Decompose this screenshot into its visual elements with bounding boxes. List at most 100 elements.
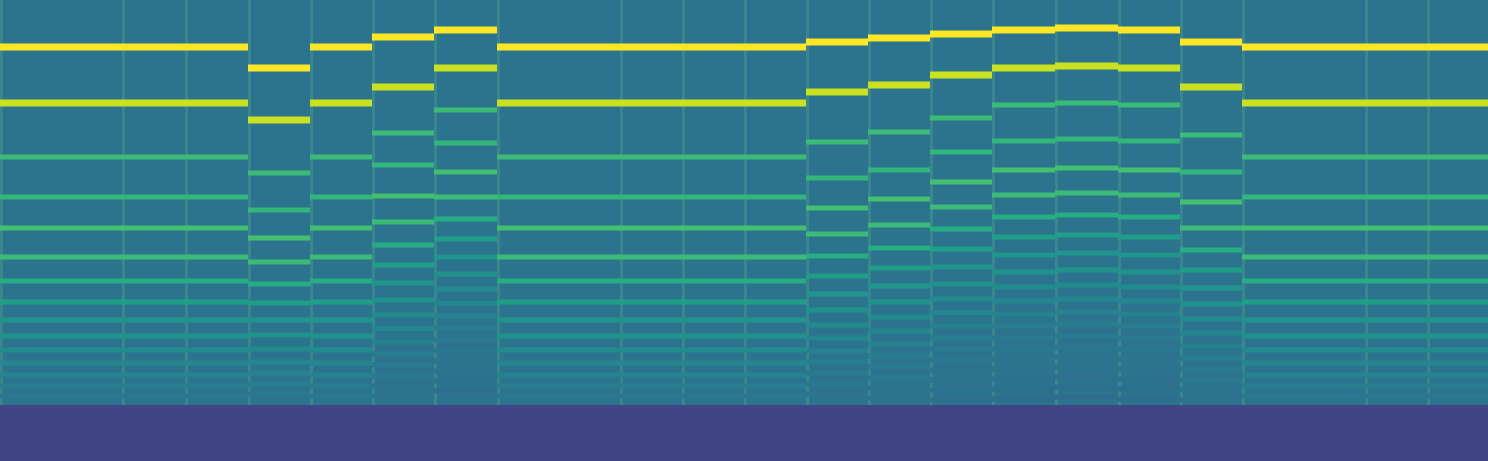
harmonic: [372, 281, 434, 286]
harmonic: [434, 379, 497, 384]
harmonic: [0, 361, 122, 366]
harmonic: [1118, 336, 1180, 341]
harmonic: [1055, 166, 1118, 171]
harmonic: [310, 318, 372, 323]
harmonic: [372, 220, 434, 225]
harmonic: [682, 394, 744, 399]
harmonic: [310, 300, 372, 305]
harmonic: [1180, 268, 1242, 273]
harmonic: [806, 254, 868, 259]
harmonic: [682, 100, 744, 107]
harmonic: [744, 361, 806, 366]
harmonic: [248, 371, 310, 376]
harmonic: [0, 100, 122, 107]
harmonic: [806, 176, 868, 181]
harmonic: [122, 195, 185, 200]
plot-area: [0, 0, 1488, 461]
harmonic: [992, 336, 1055, 341]
harmonic: [868, 82, 930, 89]
note: [868, 0, 930, 405]
note: [1242, 0, 1365, 405]
harmonic: [185, 361, 248, 366]
harmonic: [248, 360, 310, 365]
harmonic: [122, 300, 185, 305]
harmonic: [930, 311, 992, 316]
harmonic: [497, 373, 620, 378]
harmonic: [1055, 137, 1118, 142]
harmonic: [992, 367, 1055, 372]
harmonic: [122, 255, 185, 260]
harmonic: [1118, 312, 1180, 317]
harmonic: [1365, 384, 1427, 389]
harmonic: [497, 155, 620, 160]
harmonic: [1055, 395, 1118, 400]
harmonic: [122, 100, 185, 107]
harmonic: [930, 205, 992, 210]
harmonic: [868, 329, 930, 334]
noise-floor: [0, 0, 1488, 405]
harmonic: [0, 394, 122, 399]
harmonic: [1118, 253, 1180, 258]
harmonic: [682, 334, 744, 339]
harmonic: [1180, 84, 1242, 91]
harmonic: [497, 44, 620, 51]
harmonic: [1055, 385, 1118, 390]
harmonic: [1242, 195, 1365, 200]
harmonic: [1055, 334, 1118, 339]
harmonic: [1242, 384, 1365, 389]
harmonic: [434, 338, 497, 343]
harmonic: [497, 300, 620, 305]
note: [122, 0, 185, 405]
harmonic: [0, 44, 122, 51]
harmonic: [1365, 255, 1427, 260]
harmonic: [930, 336, 992, 341]
harmonic: [185, 384, 248, 389]
harmonic: [1180, 378, 1242, 383]
harmonic: [620, 318, 682, 323]
harmonic: [744, 334, 806, 339]
harmonic: [1118, 103, 1180, 108]
harmonic: [1427, 279, 1488, 284]
harmonic: [434, 369, 497, 374]
harmonic: [310, 361, 372, 366]
harmonic: [185, 155, 248, 160]
harmonic: [434, 108, 497, 113]
harmonic: [434, 237, 497, 242]
note-onset: [1118, 0, 1121, 405]
harmonic: [185, 300, 248, 305]
harmonic: [497, 195, 620, 200]
noise-floor: [0, 405, 1488, 461]
harmonic: [434, 272, 497, 277]
note: [1427, 0, 1488, 405]
harmonic: [372, 34, 434, 41]
harmonic: [868, 300, 930, 305]
harmonic: [682, 195, 744, 200]
harmonic: [122, 373, 185, 378]
harmonic: [992, 312, 1055, 317]
harmonic: [0, 255, 122, 260]
harmonic: [1242, 373, 1365, 378]
harmonic: [806, 308, 868, 313]
harmonic: [1242, 318, 1365, 323]
harmonic: [930, 150, 992, 155]
harmonic: [310, 44, 372, 51]
harmonic: [1118, 347, 1180, 352]
harmonic: [248, 282, 310, 287]
harmonic: [930, 297, 992, 302]
note: [372, 0, 434, 405]
harmonic: [185, 348, 248, 353]
harmonic: [868, 130, 930, 135]
harmonic: [1055, 375, 1118, 380]
harmonic: [806, 323, 868, 328]
harmonic: [185, 44, 248, 51]
harmonic: [1427, 318, 1488, 323]
harmonic: [497, 318, 620, 323]
harmonic: [1242, 361, 1365, 366]
harmonic: [992, 397, 1055, 402]
harmonic: [744, 300, 806, 305]
harmonic: [434, 389, 497, 394]
harmonic: [372, 131, 434, 136]
harmonic: [930, 227, 992, 232]
harmonic: [372, 384, 434, 389]
harmonic: [992, 103, 1055, 108]
